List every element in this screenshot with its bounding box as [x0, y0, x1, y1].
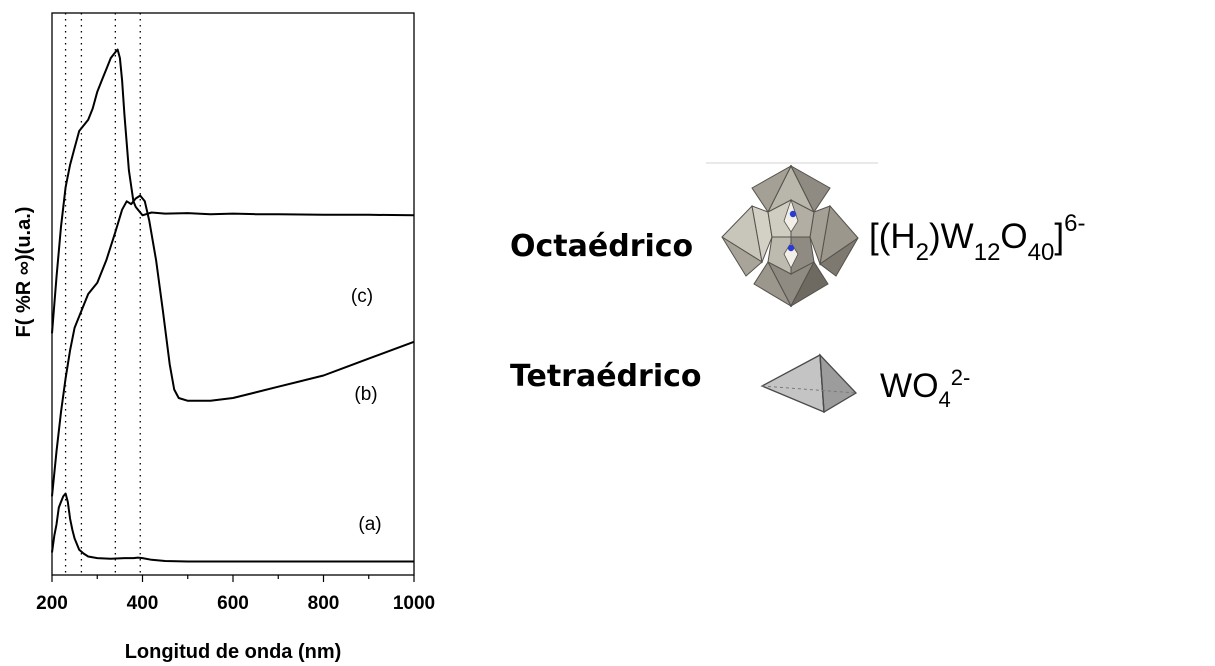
polyoxometalate-cluster-icon: [721, 164, 859, 308]
x-tick-label-400: 400: [127, 593, 159, 614]
curves: [51, 48, 415, 563]
series-c-line: [51, 48, 415, 334]
x-tick-label-800: 800: [308, 593, 340, 614]
series-label-c: (c): [351, 286, 373, 307]
x-tick-label-200: 200: [36, 593, 68, 614]
series-label-b: (b): [354, 384, 377, 405]
x-tick-label-600: 600: [217, 593, 249, 614]
x-axis-title: Longitud de onda (nm): [125, 641, 342, 663]
reference-lines: [64, 13, 141, 575]
x-ticks: [51, 575, 415, 582]
octahedral-formula: [(H2)W12O40]6-: [869, 210, 1085, 266]
tetrahedron-icon: [760, 353, 858, 414]
uv-vis-spectrum-chart: 200 400 600 800 1000 (c) (b) (a) Longitud de…: [13, 12, 435, 663]
octahedral-label: Octaédrico: [510, 229, 693, 264]
series-label-a: (a): [358, 514, 381, 535]
structures-panel: Octaédrico [(H2)W12O40]6- Tet: [510, 162, 1085, 414]
x-tick-label-1000: 1000: [393, 593, 435, 614]
series-a-line: [51, 492, 414, 563]
x-tick-labels: 200 400 600 800 1000: [36, 593, 435, 614]
tetrahedral-label: Tetraédrico: [510, 359, 702, 394]
tetrahedral-formula: WO42-: [880, 365, 970, 412]
series-b-line: [51, 194, 415, 497]
y-axis-title: F( %R ∞)(u.a.): [13, 207, 35, 338]
